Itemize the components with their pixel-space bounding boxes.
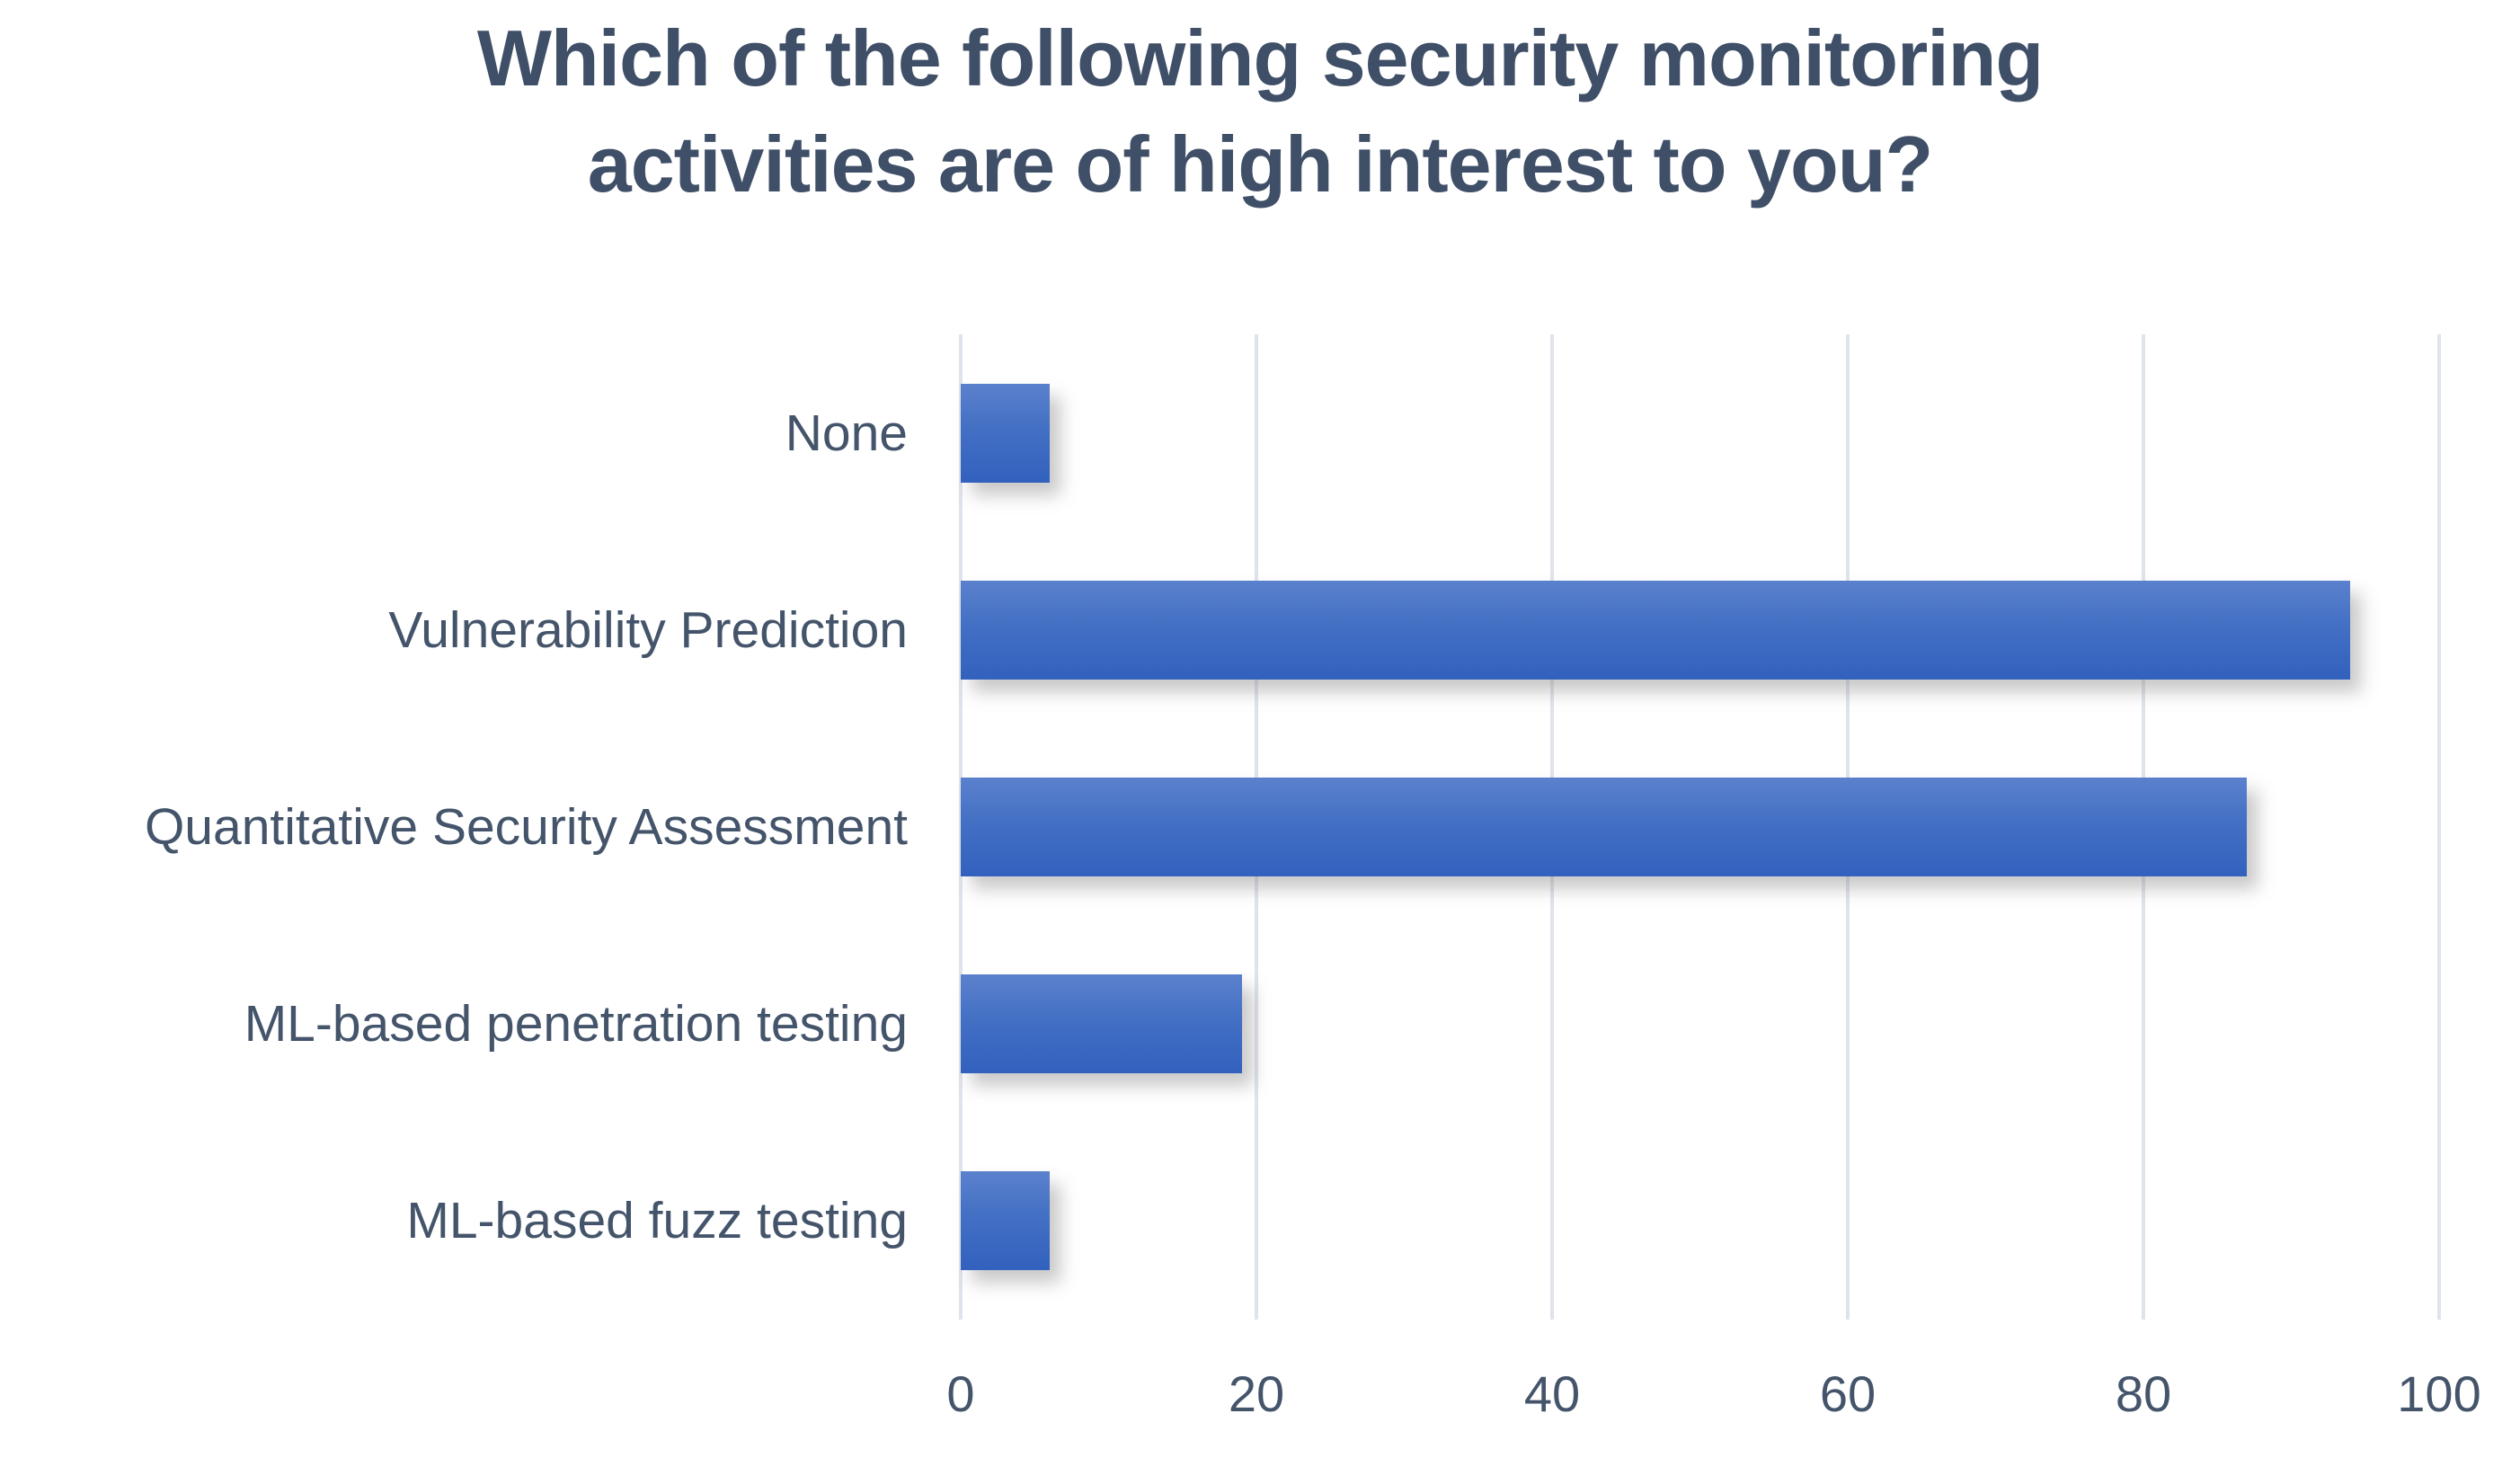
category-label: None [785,404,908,462]
bar-vulnerability-prediction [961,580,2351,680]
plot-area [959,334,2441,1320]
x-tick-label: 80 [2115,1365,2172,1422]
bar-ml-based-fuzz-testing [961,1171,1050,1271]
bar-none [961,383,1050,483]
category-label: Vulnerability Prediction [388,600,908,659]
x-tick-label: 40 [1523,1365,1581,1422]
gridline-x-100 [2437,334,2441,1320]
x-tick-label: 100 [2397,1365,2481,1422]
category-label: ML-based fuzz testing [406,1192,908,1250]
x-axis: 0 20 40 60 80 100 [946,1365,2480,1445]
chart-title-line1: Which of the following security monitori… [476,13,2044,102]
x-tick-label: 60 [1819,1365,1877,1422]
bar-quantitative-security-assessment [961,778,2248,876]
bar-ml-based-penetration-testing [961,974,1242,1074]
category-label: Quantitative Security Assessment [144,797,908,856]
chart-title: Which of the following security monitori… [0,5,2520,218]
x-tick-label: 20 [1228,1365,1285,1422]
category-axis: None Vulnerability Prediction Quantitative… [0,334,908,1320]
x-tick-label: 0 [946,1365,975,1422]
category-label: ML-based penetration testing [244,995,908,1053]
chart-title-line2: activities are of high interest to you? [587,120,1933,209]
